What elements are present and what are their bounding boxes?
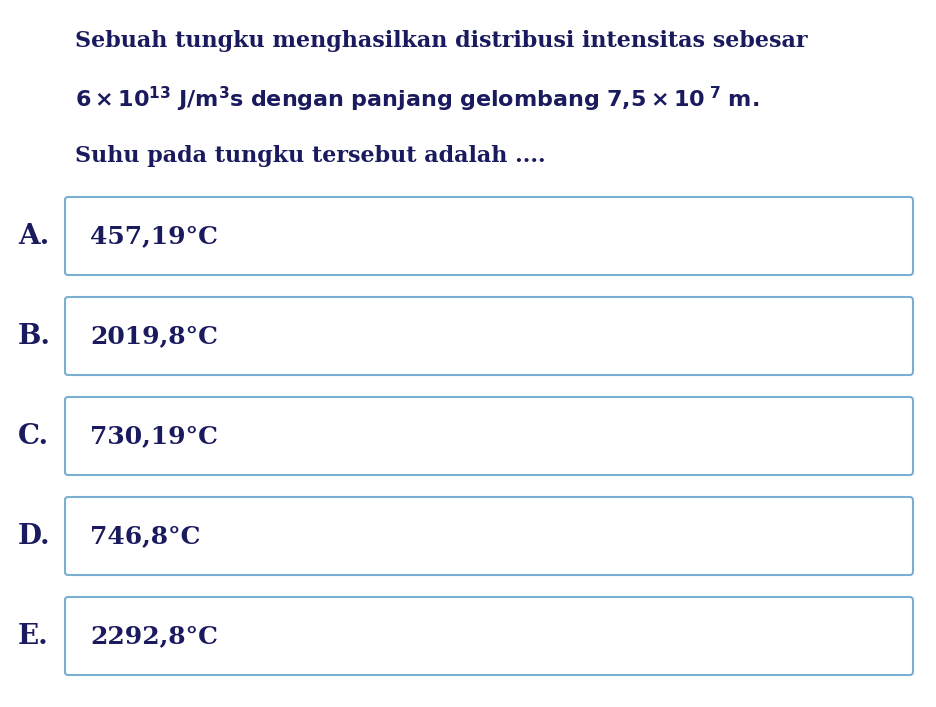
Text: 457,19°C: 457,19°C [90, 224, 218, 248]
Text: C.: C. [18, 423, 49, 450]
FancyBboxPatch shape [65, 297, 913, 375]
Text: 746,8°C: 746,8°C [90, 524, 200, 548]
FancyBboxPatch shape [65, 497, 913, 575]
Text: A.: A. [18, 223, 50, 250]
Text: Sebuah tungku menghasilkan distribusi intensitas sebesar: Sebuah tungku menghasilkan distribusi in… [75, 30, 808, 52]
Text: E.: E. [18, 622, 49, 650]
Text: Suhu pada tungku tersebut adalah ....: Suhu pada tungku tersebut adalah .... [75, 145, 546, 167]
FancyBboxPatch shape [65, 397, 913, 475]
Text: D.: D. [18, 522, 51, 549]
FancyBboxPatch shape [65, 197, 913, 275]
Text: 730,19°C: 730,19°C [90, 424, 218, 448]
Text: B.: B. [18, 322, 51, 349]
Text: 2019,8°C: 2019,8°C [90, 324, 218, 348]
Text: 2292,8°C: 2292,8°C [90, 624, 218, 648]
Text: $\mathbf{6 \times 10^{13}\ J/m^{3}s}$ $\mathbf{dengan\ panjang\ gelombang\ 7{,}5: $\mathbf{6 \times 10^{13}\ J/m^{3}s}$ $\… [75, 85, 759, 115]
FancyBboxPatch shape [65, 597, 913, 675]
